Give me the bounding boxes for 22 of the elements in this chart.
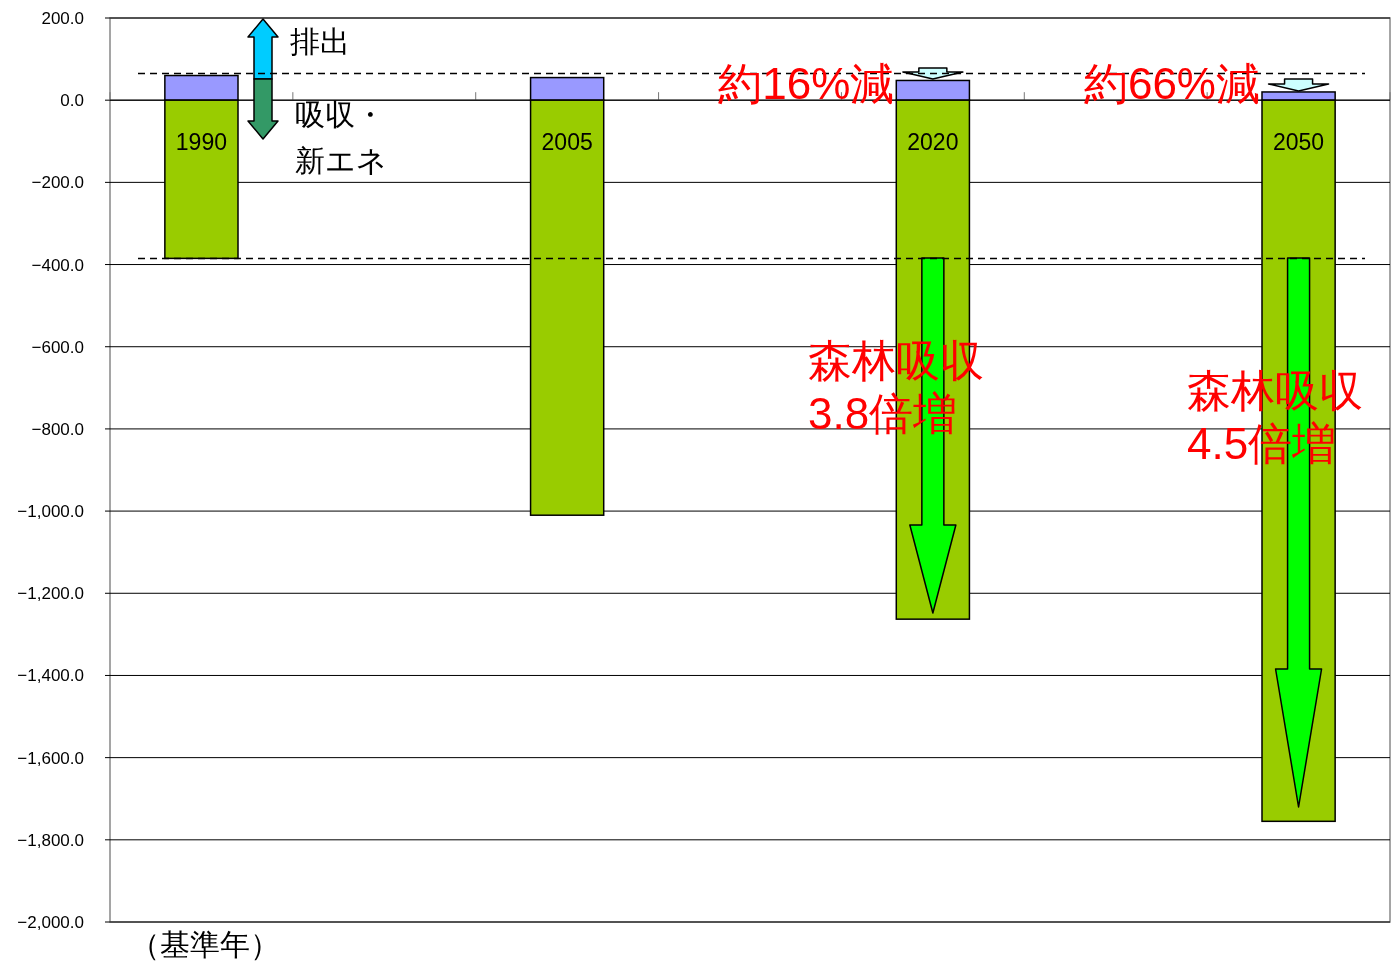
y-tick-label: −1,200.0: [17, 584, 84, 604]
y-tick-label: −400.0: [31, 255, 84, 275]
annotation: 約66%減: [1083, 59, 1260, 109]
x-tick-label: 2020: [907, 129, 959, 156]
y-tick-label: −1,000.0: [17, 502, 84, 522]
y-tick-label: −1,800.0: [17, 830, 84, 850]
text: （基準年）: [130, 928, 280, 961]
annotation: 排出: [290, 25, 350, 58]
y-tick-label: −200.0: [31, 173, 84, 193]
annotation: 新エネ: [295, 144, 387, 177]
y-tick-label: 0.0: [60, 91, 84, 111]
annotation: 約16%減: [718, 59, 895, 109]
y-tick-label: 200.0: [41, 9, 84, 28]
y-tick-label: −1,600.0: [17, 748, 84, 768]
x-tick-label: 2005: [541, 129, 593, 156]
y-tick-label: −1,400.0: [17, 666, 84, 686]
x-tick-label: 1990: [175, 129, 228, 156]
y-tick-label: −600.0: [31, 337, 84, 357]
x-tick-label: 2050: [1272, 129, 1325, 156]
y-tick-label: −800.0: [31, 419, 84, 439]
y-tick-label: −2,000.0: [17, 913, 84, 932]
annotation: 吸収・: [295, 98, 385, 131]
